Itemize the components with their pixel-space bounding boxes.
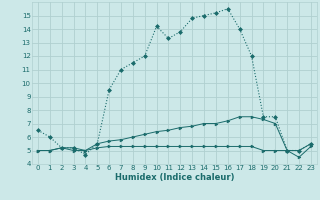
X-axis label: Humidex (Indice chaleur): Humidex (Indice chaleur) <box>115 173 234 182</box>
